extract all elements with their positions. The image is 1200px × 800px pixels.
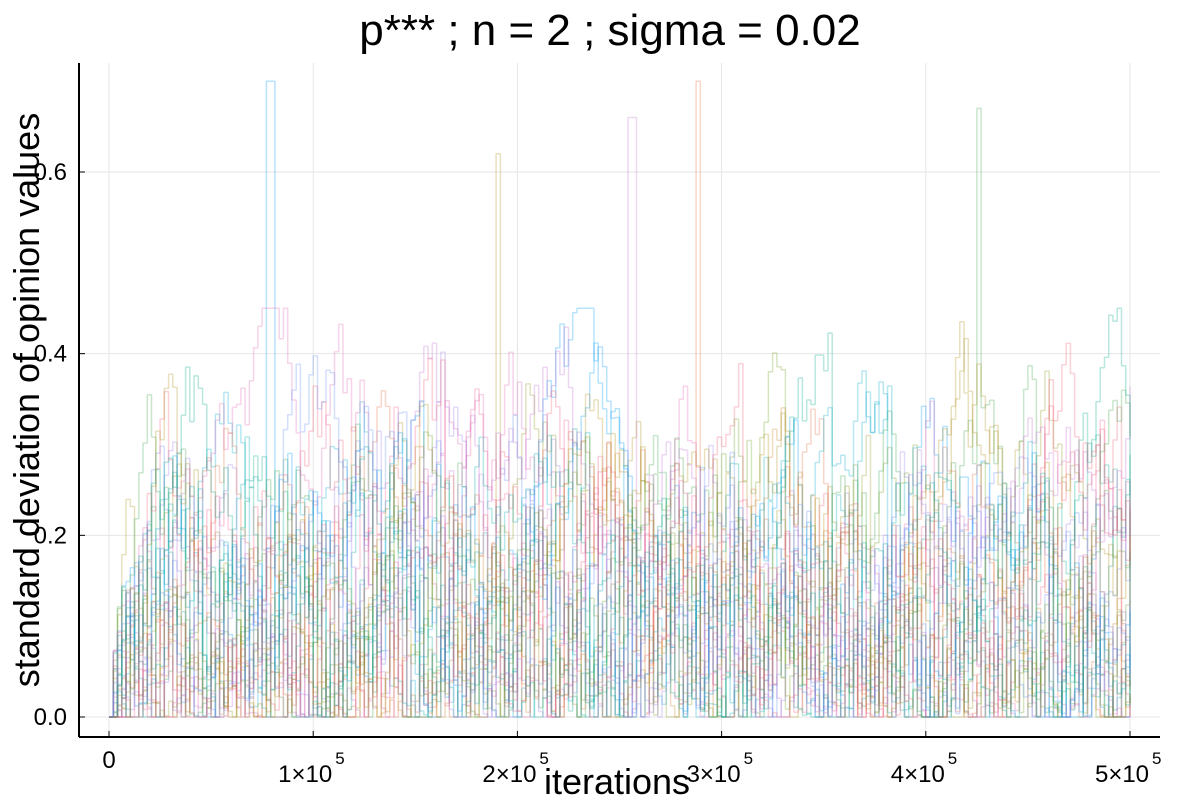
x-tick-label: 1×10 — [278, 761, 332, 788]
series-line — [109, 342, 1130, 718]
x-tick-label: 2×10 — [482, 761, 536, 788]
x-tick-exponent: 5 — [539, 749, 548, 768]
series-line — [109, 307, 1130, 718]
series-line — [109, 389, 1131, 718]
y-tick-label: 0.6 — [34, 159, 67, 186]
x-tick-exponent: 5 — [1152, 749, 1161, 768]
chart-title: p*** ; n = 2 ; sigma = 0.02 — [359, 6, 860, 55]
series-line — [109, 357, 1131, 718]
x-axis-label: iterations — [544, 761, 690, 800]
x-tick-label: 0 — [102, 747, 115, 774]
x-tick-exponent: 5 — [948, 749, 957, 768]
series-line — [109, 370, 1131, 718]
series-line — [109, 449, 1131, 718]
series-line — [109, 389, 1131, 718]
series-line — [109, 407, 1131, 718]
series-line — [109, 416, 1131, 718]
series-line — [109, 434, 1131, 718]
series-line — [109, 342, 1131, 718]
series-line — [109, 352, 1131, 718]
y-tick-label: 0.2 — [34, 522, 67, 549]
grid — [79, 63, 1160, 737]
y-ticks: 0.0 0.2 0.4 0.6 — [34, 159, 85, 731]
x-tick-label: 4×10 — [891, 761, 945, 788]
series-line — [109, 337, 1131, 718]
x-tick-exponent: 5 — [744, 749, 753, 768]
series-line — [109, 107, 1131, 718]
x-tick-label: 5×10 — [1095, 761, 1149, 788]
series-line — [109, 479, 1131, 718]
series-line — [109, 153, 1131, 718]
series-line — [109, 370, 1131, 718]
x-tick-exponent: 5 — [335, 749, 344, 768]
series-line — [109, 414, 1131, 718]
series-line — [109, 431, 1131, 718]
series-line — [109, 80, 1131, 718]
series-line — [109, 332, 1131, 718]
y-tick-label: 0.0 — [34, 704, 67, 731]
series-line — [109, 80, 1131, 718]
series-line — [109, 326, 1131, 718]
series-line — [109, 355, 1131, 718]
series-line — [109, 385, 1131, 718]
series-line — [109, 351, 1131, 718]
y-axis-label: standard deviation of opinion values — [6, 113, 47, 687]
series-line — [109, 116, 1131, 718]
x-tick-label: 3×10 — [687, 761, 741, 788]
series-line — [109, 388, 1131, 718]
y-tick-label: 0.4 — [34, 341, 67, 368]
series-line — [109, 452, 1131, 718]
series-group — [109, 80, 1131, 718]
series-line — [109, 307, 1131, 718]
